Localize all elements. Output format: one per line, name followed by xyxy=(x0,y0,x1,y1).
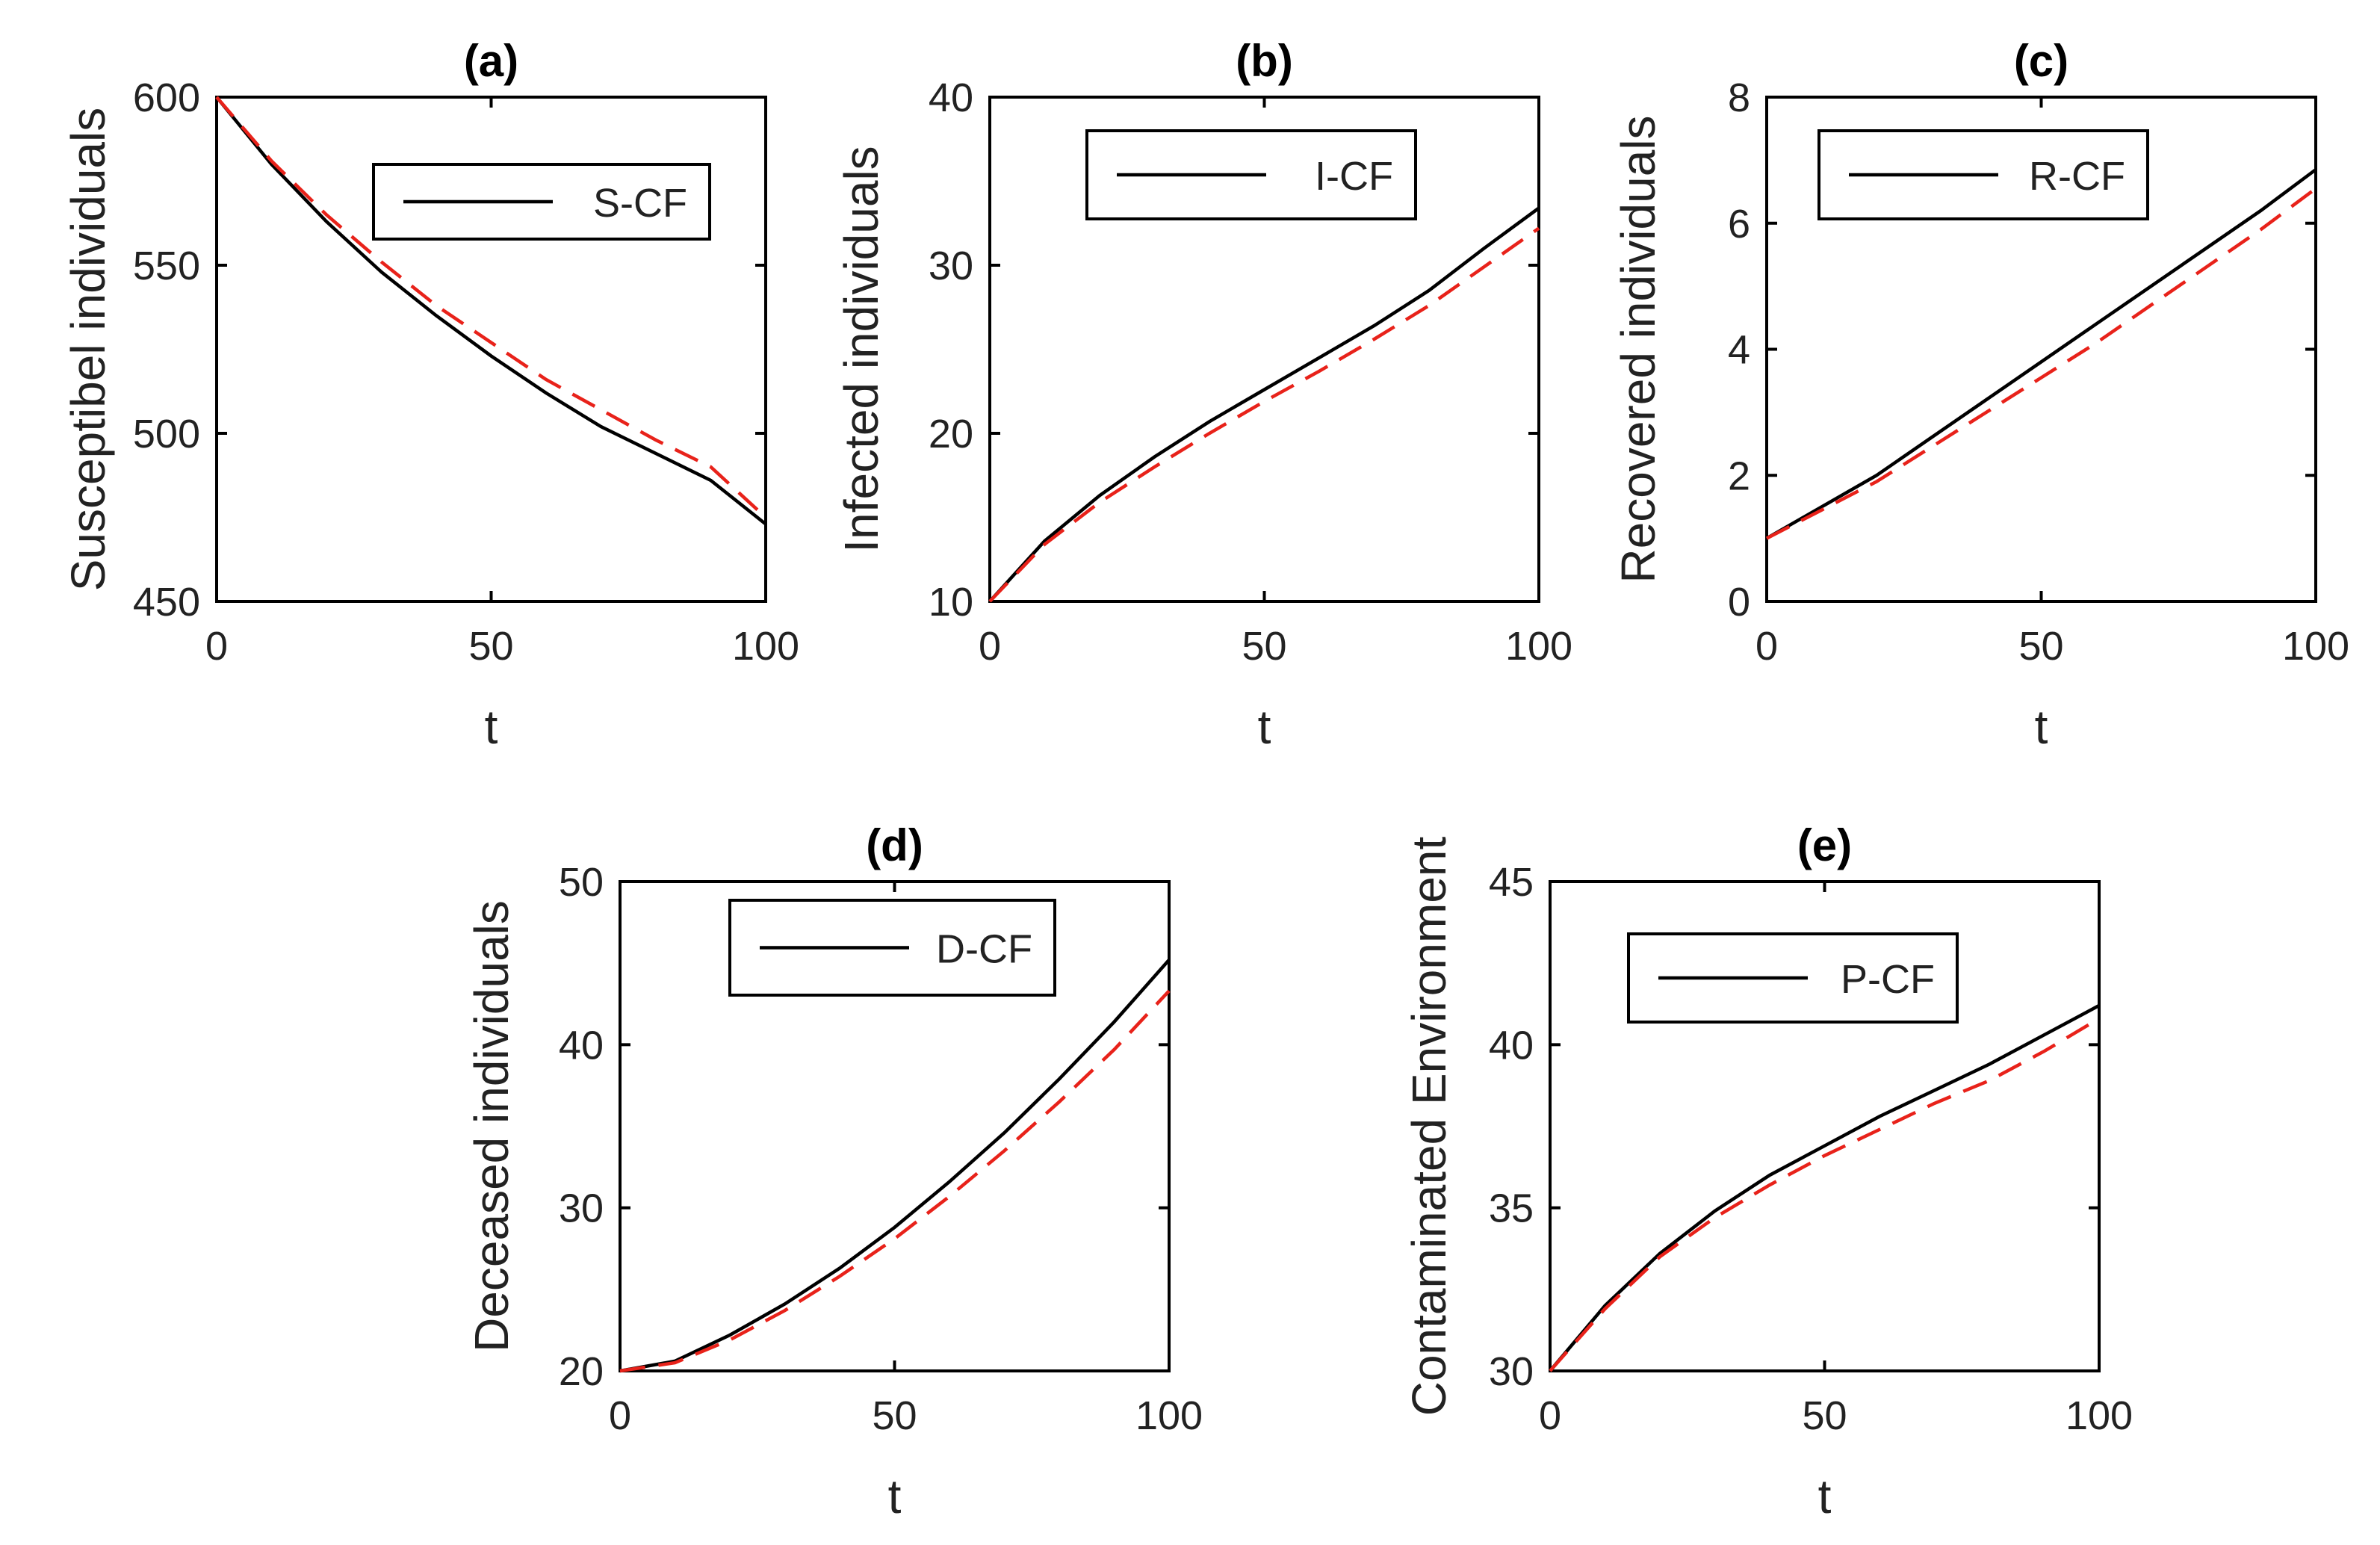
x-axis-label: t xyxy=(485,700,498,754)
legend-label: I-CF xyxy=(1315,154,1393,199)
subplot-e: 0 50 100 30 35 40 45 (e) t Contaminated Environme… xyxy=(1402,820,2133,1523)
series-line-dashed xyxy=(1549,1017,2101,1372)
subplot-a: 0 50 100 450 500 550 600 (a) t Susceptibel indivi… xyxy=(61,36,799,754)
y-axis-label: Recovered individuals xyxy=(1611,115,1665,583)
subplot-title: (e) xyxy=(1797,820,1852,870)
x-tick-label: 100 xyxy=(2282,624,2349,669)
series-line-p-cf xyxy=(1549,1003,2101,1372)
x-tick-label: 0 xyxy=(609,1393,631,1438)
y-axis-label: Susceptibel individuals xyxy=(61,108,115,592)
y-tick-label: 30 xyxy=(1489,1349,1534,1394)
x-tick-label: 100 xyxy=(732,624,799,669)
y-tick-label: 35 xyxy=(1489,1186,1534,1231)
x-tick-label: 50 xyxy=(872,1393,917,1438)
subplot-c: 0 50 100 0 2 4 6 8 (c) t Recovered individuals R-CF xyxy=(1611,36,2349,754)
subplot-title: (a) xyxy=(464,36,518,86)
legend: I-CF xyxy=(1085,129,1417,220)
subplot-title: (d) xyxy=(866,820,923,870)
series-line-s-cf xyxy=(215,96,767,526)
y-tick-label: 50 xyxy=(559,860,604,905)
x-tick-label: 0 xyxy=(979,624,1001,669)
y-tick-label: 20 xyxy=(929,412,973,456)
legend-label: P-CF xyxy=(1841,957,1935,1002)
legend: S-CF xyxy=(372,163,711,241)
y-tick-label: 20 xyxy=(559,1349,604,1394)
y-tick-label: 600 xyxy=(133,75,200,120)
x-tick-label: 0 xyxy=(205,624,228,669)
x-axis-label: t xyxy=(2035,700,2048,754)
y-tick-label: 10 xyxy=(929,580,973,625)
y-axis-label: Infected individuals xyxy=(834,146,888,552)
y-tick-label: 45 xyxy=(1489,860,1534,905)
series-line-dashed xyxy=(1765,187,2317,540)
series-line-dashed xyxy=(988,226,1540,603)
y-tick-label: 30 xyxy=(559,1186,604,1231)
series-line-dashed xyxy=(619,989,1171,1373)
x-tick-label: 100 xyxy=(1505,624,1572,669)
y-tick-label: 8 xyxy=(1728,75,1750,120)
x-axis-label: t xyxy=(888,1470,902,1523)
legend-label: D-CF xyxy=(936,927,1032,972)
x-axis-label: t xyxy=(1818,1470,1832,1523)
legend: D-CF xyxy=(728,899,1056,997)
subplot-d: 0 50 100 20 30 40 50 (d) t Deceased individuals D-… xyxy=(465,820,1203,1523)
series-line-r-cf xyxy=(1765,168,2317,540)
x-tick-label: 50 xyxy=(2018,624,2063,669)
subplot-title: (c) xyxy=(2014,36,2068,86)
legend-label: R-CF xyxy=(2029,154,2125,199)
y-tick-label: 500 xyxy=(133,412,200,456)
y-tick-label: 40 xyxy=(559,1023,604,1068)
y-tick-label: 550 xyxy=(133,244,200,288)
x-tick-label: 100 xyxy=(1135,1393,1203,1438)
y-axis-label: Deceased individuals xyxy=(465,900,518,1352)
x-tick-label: 0 xyxy=(1755,624,1778,669)
y-tick-label: 4 xyxy=(1728,328,1750,373)
series-line-i-cf xyxy=(988,206,1540,603)
y-tick-label: 40 xyxy=(929,75,973,120)
y-tick-label: 450 xyxy=(133,580,200,625)
y-tick-label: 40 xyxy=(1489,1023,1534,1068)
y-tick-label: 2 xyxy=(1728,453,1750,498)
y-tick-label: 0 xyxy=(1728,580,1750,625)
series-line-dashed xyxy=(215,96,767,519)
series-line-d-cf xyxy=(619,959,1171,1373)
x-tick-label: 50 xyxy=(1242,624,1286,669)
legend: P-CF xyxy=(1627,932,1959,1024)
y-tick-label: 30 xyxy=(929,244,973,288)
x-tick-label: 100 xyxy=(2066,1393,2133,1438)
legend: R-CF xyxy=(1817,129,2149,220)
legend-label: S-CF xyxy=(593,181,687,226)
y-tick-label: 6 xyxy=(1728,202,1750,247)
x-tick-label: 50 xyxy=(468,624,513,669)
x-tick-label: 50 xyxy=(1802,1393,1847,1438)
subplot-b: 0 50 100 10 20 30 40 (b) t Infected individuals I-… xyxy=(834,36,1572,754)
x-tick-label: 0 xyxy=(1539,1393,1561,1438)
y-axis-label: Contaminated Environment xyxy=(1402,837,1456,1416)
x-axis-label: t xyxy=(1258,700,1271,754)
subplot-title: (b) xyxy=(1236,36,1293,86)
